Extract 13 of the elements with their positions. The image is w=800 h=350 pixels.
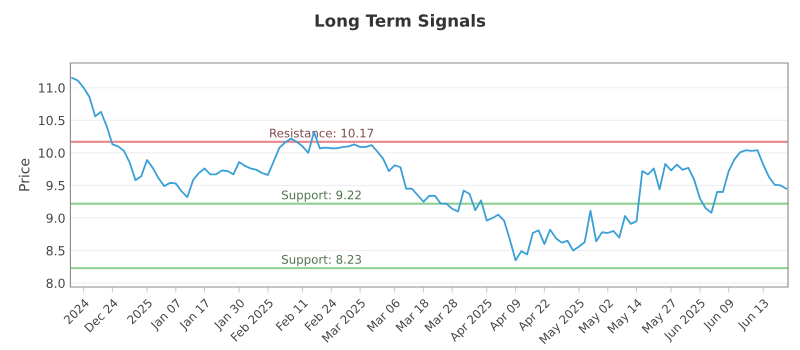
y-tick-label: 9.5 <box>46 180 64 190</box>
x-tick-label: Jun 13 <box>736 298 771 332</box>
y-tick-label: 8.0 <box>46 278 65 288</box>
y-tick-label: 9.0 <box>46 213 65 223</box>
y-tick-label: 8.5 <box>46 246 64 256</box>
chart-title: Long Term Signals <box>316 14 486 30</box>
ref-line-label: Support: 8.23 <box>282 254 361 266</box>
ref-line-label: Support: 9.22 <box>282 190 361 202</box>
y-axis-title: Price <box>18 158 30 191</box>
y-tick-label: 10.5 <box>39 116 64 126</box>
y-tick-label: 10.0 <box>39 148 65 158</box>
x-tick-label: Jan 17 <box>178 298 212 332</box>
y-tick-label: 11.0 <box>39 83 65 93</box>
